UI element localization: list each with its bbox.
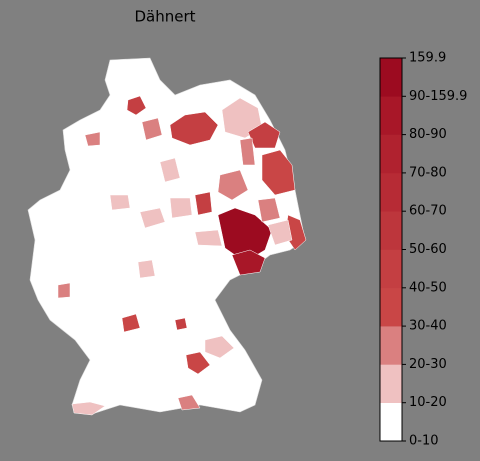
region	[217, 169, 249, 201]
region	[261, 149, 296, 196]
regions	[57, 95, 307, 416]
region	[217, 207, 273, 263]
region	[71, 401, 106, 416]
region	[126, 95, 147, 116]
colorbar-label: 10-20	[409, 395, 447, 410]
colorbar-label: 0-10	[409, 434, 439, 449]
colorbar-segment	[380, 96, 402, 135]
colorbar-segment	[380, 364, 402, 403]
region	[57, 282, 71, 299]
region	[204, 335, 235, 359]
region	[174, 317, 188, 331]
colorbar: 0-10 10-20 20-30 30-40 40-50 50-60 60-70 70-80 8…	[379, 51, 467, 449]
region	[141, 117, 163, 141]
region	[194, 229, 223, 247]
region	[257, 197, 281, 223]
colorbar-segment	[380, 172, 402, 212]
colorbar-label: 50-60	[409, 242, 447, 257]
region	[137, 259, 156, 279]
colorbar-segment	[380, 134, 402, 174]
region	[177, 394, 201, 411]
region	[267, 219, 293, 246]
colorbar-segment	[380, 287, 402, 327]
region	[121, 313, 141, 333]
region	[109, 194, 131, 211]
colorbar-segment	[380, 211, 402, 250]
colorbar-label: 70-80	[409, 165, 447, 180]
region	[139, 207, 166, 229]
region	[194, 191, 213, 216]
colorbar-label: 60-70	[409, 204, 447, 219]
region	[84, 131, 101, 147]
colorbar-segment	[380, 58, 402, 97]
germany-map	[27, 57, 307, 416]
region	[231, 249, 266, 276]
region	[169, 111, 219, 146]
colorbar-segment	[380, 249, 402, 289]
colorbar-label: 159.9	[409, 51, 446, 66]
colorbar-segment	[380, 326, 402, 365]
colorbar-segment	[380, 402, 402, 442]
region	[185, 351, 211, 375]
colorbar-label: 90-159.9	[409, 89, 467, 104]
region	[247, 121, 281, 149]
map-title: Dähnert	[134, 8, 195, 26]
colorbar-label: 20-30	[409, 357, 447, 372]
colorbar-label: 40-50	[409, 280, 447, 295]
colorbar-label: 80-90	[409, 127, 447, 142]
colorbar-label: 30-40	[409, 319, 447, 334]
region	[159, 157, 181, 183]
region	[239, 137, 256, 166]
region	[169, 197, 193, 219]
